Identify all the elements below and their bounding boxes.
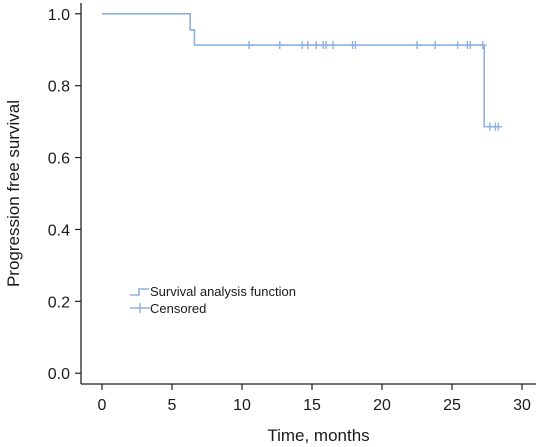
x-axis-title: Time, months [267,426,369,445]
censored-marker [453,41,462,50]
censored-marker [413,41,421,50]
censored-marker [303,41,312,50]
y-tick-label: 0.0 [48,366,70,383]
y-tick-label: 0.6 [48,151,70,168]
x-tick-label: 25 [443,397,461,414]
censored-marker [245,41,253,50]
censored-marker [312,41,321,50]
y-axis-title: Progression free survival [4,100,23,287]
x-tick-label: 20 [373,397,391,414]
censored-marker [494,122,503,131]
x-tick-label: 5 [168,397,177,414]
legend-step-swatch [130,288,149,296]
x-tick-label: 30 [513,397,531,414]
survival-step-line [102,12,497,128]
legend-label-survival: Survival analysis function [150,284,296,299]
censored-marker [431,41,440,50]
y-tick-label: 0.2 [48,294,70,311]
x-tick-label: 0 [98,397,107,414]
x-tick-label: 15 [303,397,321,414]
censored-marker [275,41,284,50]
censored-marker [466,41,475,50]
x-tick-label: 10 [233,397,251,414]
y-tick-label: 0.8 [48,79,70,96]
censored-marker [322,41,330,50]
censored-marker [329,41,337,50]
legend-label-censored: Censored [150,301,206,316]
censored-marker [478,41,487,50]
y-tick-label: 1.0 [48,7,70,24]
legend-censored-swatch [130,303,150,313]
y-tick-label: 0.4 [48,222,70,239]
censored-marker [351,41,360,50]
